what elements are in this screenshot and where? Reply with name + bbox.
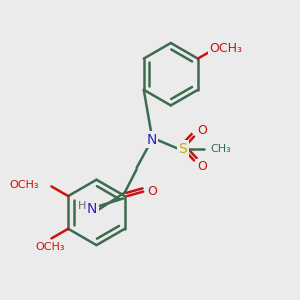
Text: N: N bbox=[146, 133, 157, 147]
Text: OCH₃: OCH₃ bbox=[35, 242, 65, 252]
Text: H: H bbox=[78, 201, 87, 211]
Text: O: O bbox=[198, 124, 208, 136]
Text: N: N bbox=[87, 202, 97, 216]
Text: S: S bbox=[178, 142, 187, 155]
Text: OCH₃: OCH₃ bbox=[10, 180, 39, 190]
Text: O: O bbox=[147, 185, 157, 198]
Text: CH₃: CH₃ bbox=[210, 143, 231, 154]
Text: OCH₃: OCH₃ bbox=[209, 42, 242, 55]
Text: O: O bbox=[198, 160, 208, 173]
